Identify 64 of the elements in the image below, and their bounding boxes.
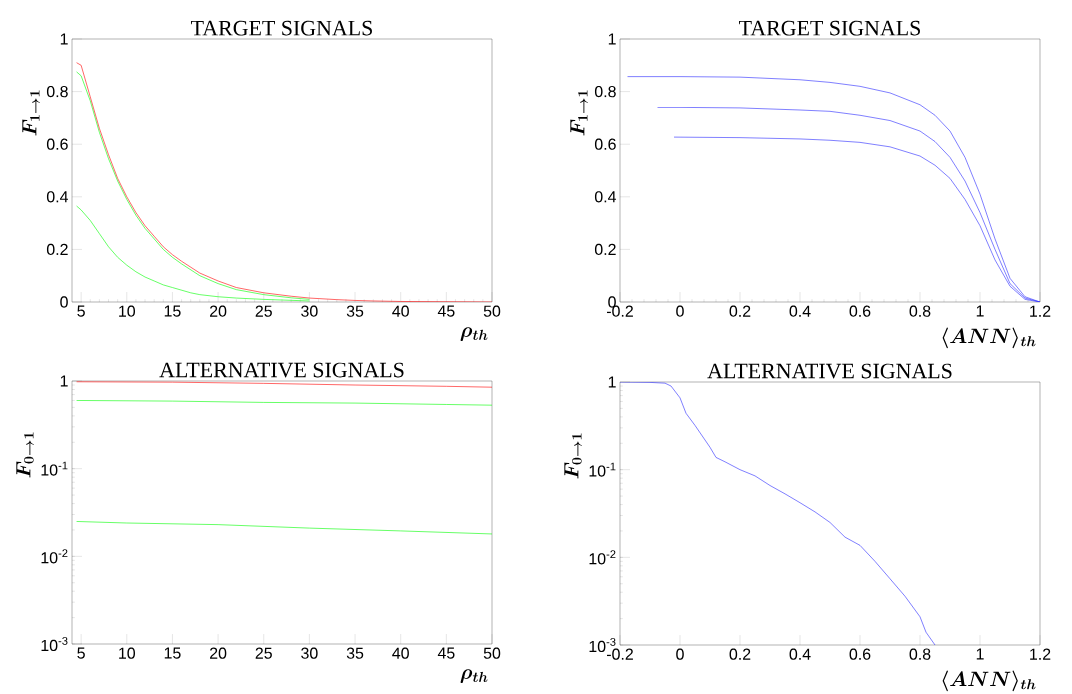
- chart-title: TARGET SIGNALS: [191, 20, 372, 36]
- y-tick-label: 0.6: [46, 138, 68, 150]
- x-tick-label: 1: [976, 305, 984, 317]
- y-tick-label: 10$^{-2}$: [589, 550, 616, 565]
- y-tick-label: 0.2: [46, 243, 68, 256]
- x-tick-label: 20: [210, 647, 227, 659]
- y-axis-title: $\boldsymbol{F_{0\rightarrow 1}}$: [16, 432, 34, 478]
- x-axis-title: $\boldsymbol{\rho_{th}}$: [460, 327, 488, 342]
- y-tick-label: 0: [60, 296, 68, 308]
- y-tick-label: 1: [60, 375, 68, 387]
- x-tick-label: 0.2: [729, 648, 751, 660]
- x-tick-label: 40: [392, 305, 409, 317]
- y-tick-label: 1: [608, 33, 616, 45]
- y-tick-label: 10$^{-3}$: [41, 636, 68, 652]
- x-tick-label: 1: [976, 648, 984, 660]
- y-axis-title: $\boldsymbol{F_{1\rightarrow 1}}$: [570, 90, 588, 136]
- x-tick-label: 50: [483, 647, 501, 659]
- x-tick-label: 1.2: [1030, 648, 1051, 660]
- x-tick-label: 30: [301, 647, 318, 659]
- x-tick-label: 0.4: [789, 305, 811, 317]
- x-tick-label: 0.4: [789, 648, 811, 660]
- x-tick-label: 35: [346, 647, 364, 659]
- x-tick-label: 0.8: [909, 305, 931, 317]
- x-tick-label: 30: [301, 305, 318, 317]
- y-tick-label: 0.4: [594, 191, 617, 203]
- x-tick-label: 5: [77, 305, 85, 317]
- x-axis-title: $\boldsymbol{\rho_{th}}$: [460, 669, 488, 684]
- x-tick-label: 1.2: [1030, 305, 1051, 317]
- x-tick-label: 5: [77, 647, 85, 659]
- x-tick-label: 45: [437, 647, 455, 659]
- y-tick-label: 0.4: [46, 191, 69, 203]
- x-tick-label: 0: [676, 305, 684, 317]
- x-tick-label: 40: [392, 647, 409, 659]
- y-tick-label: 1: [608, 376, 616, 388]
- x-axis-title: $\boldsymbol{\langle ANN\rangle_{th}}$: [942, 327, 1036, 349]
- x-tick-label: 15: [164, 647, 181, 659]
- y-tick-label: 10$^{-2}$: [41, 549, 68, 564]
- y-axis-title: $\boldsymbol{F_{1\rightarrow 1}}$: [22, 90, 40, 136]
- y-tick-label: 10$^{-1}$: [589, 462, 616, 477]
- x-tick-label: 0.6: [849, 305, 871, 317]
- chart-title: ALTERNATIVE SIGNALS: [159, 362, 404, 378]
- x-tick-label: 15: [164, 305, 181, 317]
- y-tick-label: 0.8: [46, 85, 68, 98]
- y-tick-label: 0.8: [594, 85, 616, 98]
- x-tick-label: 20: [210, 305, 227, 317]
- x-tick-label: 35: [346, 305, 364, 317]
- x-tick-label: 25: [255, 647, 272, 659]
- x-tick-label: 50: [483, 305, 501, 317]
- y-axis-title: $\boldsymbol{F_{0\rightarrow 1}}$: [564, 433, 582, 479]
- x-tick-label: 0.6: [849, 648, 871, 660]
- x-tick-label: 45: [437, 305, 455, 317]
- x-tick-label: 0.2: [729, 305, 751, 317]
- y-tick-label: 1: [60, 33, 68, 45]
- x-tick-label: 25: [255, 305, 272, 317]
- x-tick-label: 10: [119, 305, 136, 317]
- x-axis-title: $\boldsymbol{\langle ANN\rangle_{th}}$: [942, 670, 1036, 692]
- x-tick-label: 0: [676, 648, 684, 660]
- chart-title: ALTERNATIVE SIGNALS: [707, 363, 952, 379]
- chart-title: TARGET SIGNALS: [739, 20, 920, 36]
- x-tick-label: 0.8: [909, 648, 931, 660]
- y-tick-label: 0.2: [594, 243, 616, 256]
- y-tick-label: 10$^{-1}$: [41, 461, 68, 476]
- y-tick-label: 0.6: [594, 138, 616, 150]
- x-tick-label: 10: [119, 647, 136, 659]
